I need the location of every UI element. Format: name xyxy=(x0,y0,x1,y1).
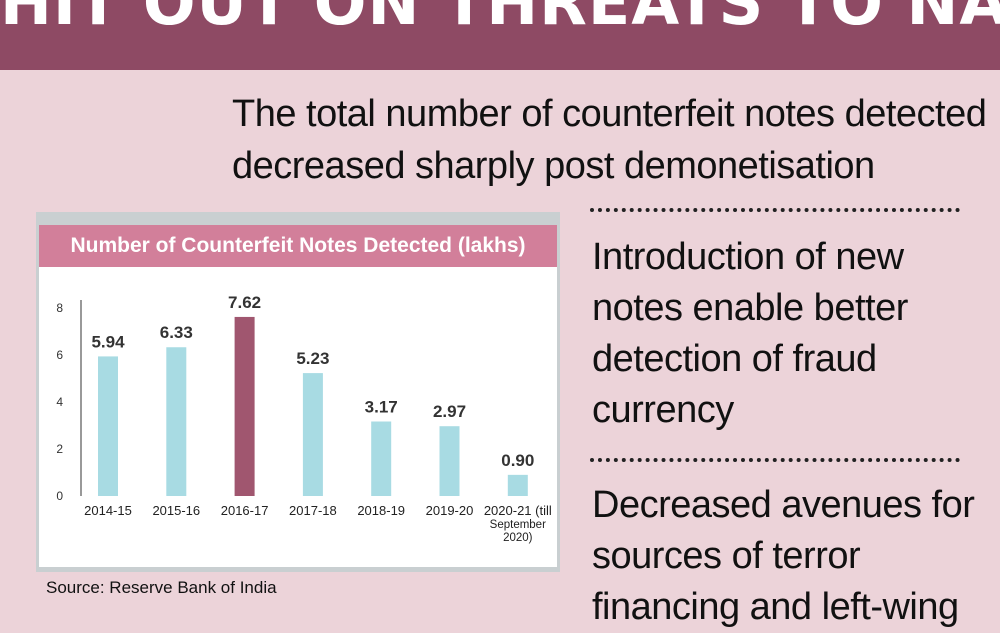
title-banner: HIT OUT ON THREATS TO NATIONAL SECURITY? xyxy=(0,0,1000,70)
bar xyxy=(439,426,460,496)
data-label: 0.90 xyxy=(501,451,534,470)
chart-body: 0 2 4 6 8 5.94 2014-15 6.33 2015-16 7.62 2016-17 5.… xyxy=(39,267,557,567)
x-tick-label: 2017-18 xyxy=(289,503,337,518)
banner-title: HIT OUT ON THREATS TO NATIONAL SECURITY? xyxy=(0,0,1000,39)
bar-chart: 0 2 4 6 8 5.94 2014-15 6.33 2015-16 7.62 2016-17 5.… xyxy=(56,293,552,544)
x-tick-label: 2016-17 xyxy=(221,503,269,518)
dotted-divider-1 xyxy=(590,208,960,212)
key-point-1-line-1: Introduction of new xyxy=(592,236,904,278)
bar xyxy=(371,421,392,496)
data-label: 2.97 xyxy=(433,402,466,421)
bar xyxy=(166,347,187,496)
data-label: 5.94 xyxy=(91,332,125,351)
x-tick-label: 2020-21 (till xyxy=(484,503,552,518)
data-label: 5.23 xyxy=(296,349,329,368)
headline-line-2: decreased sharply post demonetisation xyxy=(232,145,875,187)
chart-header: Number of Counterfeit Notes Detected (la… xyxy=(39,225,557,267)
dotted-divider-2 xyxy=(590,458,960,462)
y-tick-label: 2 xyxy=(56,442,63,456)
y-tick-label: 8 xyxy=(56,301,63,315)
y-tick-label: 4 xyxy=(56,395,63,409)
key-point-2-line-1: Decreased avenues for xyxy=(592,484,975,526)
key-point-2: Decreased avenues for sources of terror … xyxy=(592,480,992,633)
bar xyxy=(302,373,323,496)
data-label: 3.17 xyxy=(365,398,398,417)
key-point-2-line-2: sources of terror xyxy=(592,535,861,577)
x-tick-label: 2020) xyxy=(503,532,533,544)
y-tick-label: 6 xyxy=(56,348,63,362)
headline: The total number of counterfeit notes de… xyxy=(232,88,992,192)
y-tick-label: 0 xyxy=(56,489,63,503)
key-point-1: Introduction of new notes enable better … xyxy=(592,232,992,436)
key-point-2-line-3: financing and left-wing xyxy=(592,586,959,628)
source-note: Source: Reserve Bank of India xyxy=(46,578,277,597)
x-tick-label: 2019-20 xyxy=(426,503,474,518)
headline-line-1: The total number of counterfeit notes de… xyxy=(232,93,987,135)
bar xyxy=(98,356,118,496)
x-tick-label: 2018-19 xyxy=(357,503,405,518)
key-point-1-line-4: currency xyxy=(592,389,734,431)
bar xyxy=(507,474,528,496)
data-label: 7.62 xyxy=(228,293,261,312)
x-tick-label: 2015-16 xyxy=(152,503,200,518)
chart-title: Number of Counterfeit Notes Detected (la… xyxy=(70,234,526,257)
x-tick-label: September xyxy=(490,519,546,531)
key-point-1-line-3: detection of fraud xyxy=(592,338,877,380)
x-tick-label: 2014-15 xyxy=(84,503,132,518)
data-label: 6.33 xyxy=(160,323,193,342)
bar xyxy=(234,316,255,496)
key-point-1-line-2: notes enable better xyxy=(592,287,908,329)
